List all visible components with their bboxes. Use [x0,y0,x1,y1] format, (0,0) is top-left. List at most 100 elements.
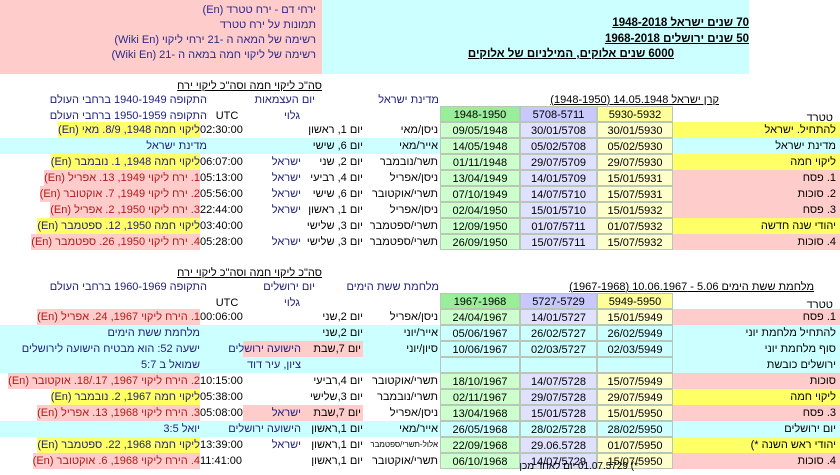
heading-6000-years[interactable]: 6000 שנים אלוקים, המילניום של אלוקים [467,48,674,60]
eclipse-link[interactable]: ליקוי חמה 1968, 22. ספטמבר (En) [37,437,200,453]
eclipse-link[interactable]: 2. הירח ליקוי 1967, 17./18. אוקטובר (En) [8,373,200,389]
link-tetrad-pictures[interactable]: תמונות על ירח טטרד [219,19,316,31]
utc-time: 22:44:00 [200,204,243,216]
month-name: ניסן/אפריל [389,204,438,216]
tetrad-row-label: ליקוי חמה [673,154,840,170]
tetrad-row-label: מדינת ישראל [673,138,840,154]
date-hebrew: 15/01/5728 [520,405,597,421]
col-visible: גלוי [284,110,300,122]
visibility: ישראל [271,188,301,200]
date-hebrew-future: 15/01/5950 [597,405,673,421]
tetrad-row-label: סוכות [673,373,840,389]
eclipse-link[interactable]: 1. ירח ליקוי 1949, 13. אפריל (En) [44,170,200,186]
col-jerusalem: יום ירושלים [263,281,315,293]
link-lunar-eclipses-list[interactable]: רשימה של המאה ה -21 ירחי ליקוי (Wiki En) [114,34,316,46]
heading-israel-70[interactable]: 70 שנים ישראל 1948-2018 [612,17,749,29]
date-hebrew-future: 02/03/5949 [597,341,673,357]
section1-eclipse-title: סה"כ ליקוי חמה וסה"כ ליקוי ירח [177,80,322,92]
date-hebrew-future: 01/07/5932 [597,218,673,234]
date-hebrew: 14/07/5729 [520,453,597,469]
visibility: ישראל [271,204,301,216]
visibility: ישראל [271,439,301,451]
link-solar-eclipses-list[interactable]: רשימה של ליקוי חמה במאה ה -21 (Wiki En) [111,49,316,61]
date-hebrew-future: 15/07/5932 [597,234,673,250]
tetrad-row-label: 4. סוכות [673,234,840,250]
utc-time: 03:40:00 [200,220,243,232]
date-hebrew-future: 28/02/5950 [597,421,673,437]
year-header-hebrew-2: 5727-5729 [520,293,597,309]
date-hebrew: 15/01/5710 [520,202,597,218]
weekday: יום 1, ראשון [308,204,363,216]
date-hebrew: 14/07/5710 [520,186,597,202]
weekday: יום 2,שני [322,327,363,339]
eclipse-link[interactable]: 3. ירח ליקוי 1950, 2. אפריל (En) [50,202,200,218]
date-gregorian: 01/11/1948 [440,154,520,170]
date-gregorian: 26/05/1968 [440,421,520,437]
eclipse-link[interactable]: 4. הירח ליקוי 1968, 6. אוקטובר (En) [32,453,200,469]
date-hebrew-future: 15/07/5949 [597,373,673,389]
month-name: אייר/מאי [399,423,438,435]
eclipse-link[interactable]: ליקוי חמה 1948, 1. נובמבר (En) [50,154,200,170]
heading-jerusalem-50[interactable]: 50 שנים ירושלים 1968-2018 [604,33,749,45]
link-blood-moons[interactable]: ירחי דם - ירח טטרד (En) [202,4,316,16]
tetrad-row-label: יהודי ראש השנה *) [673,437,840,453]
eclipse-link[interactable]: 1. הירח ליקוי 1967, 24. אפריל (En) [37,309,200,325]
month-name: ניסן/אפריל [389,311,438,323]
tetrad-row-label: 3. פסח [673,405,840,421]
date-hebrew-future [597,357,673,373]
tetrad-row-label: 2. סוכות [673,186,840,202]
date-hebrew: 30/01/5708 [520,122,597,138]
section1-title: קרן ישראל 14.05.1948 (1948-1950) [550,94,719,106]
eclipse-link[interactable]: ליקוי חמה 1967, 2. נובמבר (En) [50,389,200,405]
weekday: יום 1, ראשון [308,124,363,136]
col-visible-2: גלוי [284,297,300,309]
date-gregorian [440,357,520,373]
eclipse-link[interactable]: 4. ירח ליקוי 1950, 26. ספטמבר (En) [31,234,200,250]
month-name: תשרי/ספטמבר [369,236,438,248]
date-hebrew-future: 15/07/5950 [597,453,673,469]
tetrad-row-label: יום ירושלים [673,421,840,437]
month-name: ניסן/מאי [400,124,438,136]
weekday: יום 2, שני [319,156,363,168]
weekday: יום 4, רביעי [310,172,363,184]
utc-time: 05:13:00 [200,172,243,184]
tetrad-row-label: 1. פסח [673,309,840,325]
weekday: יום 3, שלישי [306,220,363,232]
weekday: יום 7,שבת [243,341,363,357]
date-hebrew: 29.06.5728 [520,437,597,453]
tetrad-row-label: ירושלים כובשת [673,357,840,373]
date-gregorian: 13/04/1968 [440,405,520,421]
date-hebrew: 26/02/5727 [520,325,597,341]
month-name: ניסן/אפריל [389,172,438,184]
date-hebrew-future: 15/01/5949 [597,309,673,325]
period-1960s: התקופה 1960-1969 ברחבי העולם [49,281,207,293]
month-name: תשרי/ספטמבר [369,220,438,232]
tetrad-row-label: 1. פסח [673,170,840,186]
utc-time: 13:39:00 [200,439,243,451]
col-independence: יום העצמאות [254,94,315,106]
eclipse-link[interactable]: ליקוי חמה 1950, 12. ספטמבר (En) [37,218,200,234]
year-header-hebrew-future: 5930-5932 [597,106,673,122]
eclipse-link[interactable]: ליקוי חמה 1948, 8/9. מאי (En) [58,122,200,138]
date-hebrew: 29/07/5728 [520,389,597,405]
date-gregorian: 05/06/1967 [440,325,520,341]
period-1940s: התקופה 1940-1949 ברחבי העולם [49,94,207,106]
visibility: הישועה ירושלים [228,423,301,435]
date-hebrew [520,357,597,373]
date-gregorian: 02/04/1950 [440,202,520,218]
col-war: מלחמת ששת הימים [346,281,440,293]
utc-time: 05:28:00 [200,236,243,248]
utc-time: 05:38:00 [200,391,243,403]
date-hebrew-future: 15/01/5931 [597,170,673,186]
col-israel: מדינת ישראל [378,94,439,106]
month-name: תשרי/נובמבר [377,391,438,403]
date-hebrew: 02/03/5727 [520,341,597,357]
eclipse-link[interactable]: 3. הירח ליקוי 1968, 13. אפריל (En) [37,405,200,421]
visibility: ציון, עיר דוד [247,359,301,371]
event-text: מדינת ישראל [146,140,207,152]
month-name: תשר/נובמבר [379,156,438,168]
date-gregorian: 18/10/1967 [440,373,520,389]
eclipse-link[interactable]: 2. ירח ליקוי 1949, 7. אוקטובר (En) [39,186,200,202]
date-hebrew: 14/01/5709 [520,170,597,186]
month-name: סיון/יוני [406,343,438,355]
